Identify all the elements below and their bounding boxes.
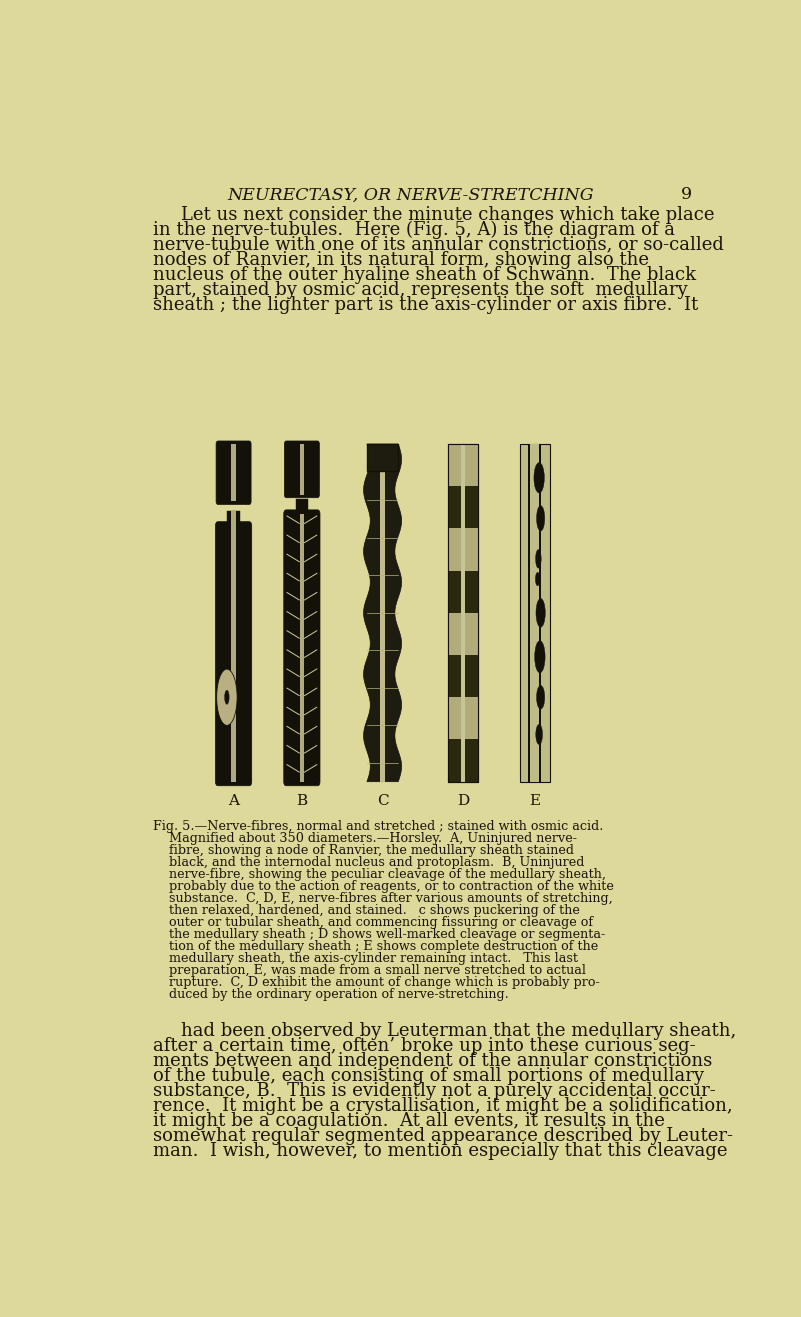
Text: Let us next consider the minute changes which take place: Let us next consider the minute changes … <box>181 205 714 224</box>
Text: substance.  C, D, E, nerve-fibres after various amounts of stretching,: substance. C, D, E, nerve-fibres after v… <box>153 892 613 905</box>
Text: of the tubule, each consisting of small portions of medullary: of the tubule, each consisting of small … <box>153 1067 704 1085</box>
Text: nerve-tubule with one of its annular constrictions, or so-called: nerve-tubule with one of its annular con… <box>153 236 724 254</box>
Text: probably due to the action of reagents, or to contraction of the white: probably due to the action of reagents, … <box>153 880 614 893</box>
FancyBboxPatch shape <box>530 444 539 782</box>
Ellipse shape <box>536 549 541 568</box>
Text: 9: 9 <box>681 187 692 203</box>
FancyBboxPatch shape <box>520 444 549 782</box>
Ellipse shape <box>534 640 545 673</box>
FancyBboxPatch shape <box>284 510 320 786</box>
FancyBboxPatch shape <box>449 444 478 486</box>
Text: A: A <box>228 794 239 807</box>
Text: C: C <box>376 794 388 807</box>
FancyBboxPatch shape <box>296 499 308 514</box>
FancyBboxPatch shape <box>449 444 478 782</box>
FancyBboxPatch shape <box>216 441 251 504</box>
Text: Magnified about 350 diameters.—Horsley.  A, Uninjured nerve-: Magnified about 350 diameters.—Horsley. … <box>153 832 577 846</box>
FancyBboxPatch shape <box>528 444 541 782</box>
Text: nerve-fibre, showing the peculiar cleavage of the medullary sheath,: nerve-fibre, showing the peculiar cleava… <box>153 868 606 881</box>
Text: sheath ; the lighter part is the axis-cylinder or axis fibre.  It: sheath ; the lighter part is the axis-cy… <box>153 296 698 313</box>
Text: somewhat regular segmented appearance described by Leuter-: somewhat regular segmented appearance de… <box>153 1127 733 1144</box>
FancyBboxPatch shape <box>461 444 465 782</box>
Text: medullary sheath, the axis-cylinder remaining intact.   This last: medullary sheath, the axis-cylinder rema… <box>153 952 578 965</box>
FancyBboxPatch shape <box>380 444 385 782</box>
Text: ments between and independent of the annular constrictions: ments between and independent of the ann… <box>153 1052 712 1069</box>
Text: man.  I wish, however, to mention especially that this cleavage: man. I wish, however, to mention especia… <box>153 1142 727 1160</box>
Text: duced by the ordinary operation of nerve-stretching.: duced by the ordinary operation of nerve… <box>153 988 509 1001</box>
Text: black, and the internodal nucleus and protoplasm.  B, Uninjured: black, and the internodal nucleus and pr… <box>153 856 584 869</box>
Text: part, stained by osmic acid, represents the soft  medullary: part, stained by osmic acid, represents … <box>153 281 687 299</box>
Text: B: B <box>296 794 308 807</box>
FancyBboxPatch shape <box>231 444 235 502</box>
FancyBboxPatch shape <box>367 444 398 471</box>
Ellipse shape <box>537 506 545 531</box>
FancyBboxPatch shape <box>449 486 478 528</box>
Text: nucleus of the outer hyaline sheath of Schwann.  The black: nucleus of the outer hyaline sheath of S… <box>153 266 696 283</box>
Text: tion of the medullary sheath ; E shows complete destruction of the: tion of the medullary sheath ; E shows c… <box>153 940 598 954</box>
Text: then relaxed, hardened, and stained.   c shows puckering of the: then relaxed, hardened, and stained. c s… <box>153 903 580 917</box>
Ellipse shape <box>536 724 542 744</box>
FancyBboxPatch shape <box>449 570 478 612</box>
FancyBboxPatch shape <box>227 511 240 525</box>
Text: rupture.  C, D exhibit the amount of change which is probably pro-: rupture. C, D exhibit the amount of chan… <box>153 976 600 989</box>
Text: it might be a coagulation.  At all events, it results in the: it might be a coagulation. At all events… <box>153 1112 665 1130</box>
Text: D: D <box>457 794 469 807</box>
Text: NEURECTASY, OR NERVE-STRETCHING: NEURECTASY, OR NERVE-STRETCHING <box>227 187 594 203</box>
Ellipse shape <box>534 462 545 493</box>
Ellipse shape <box>536 598 545 627</box>
FancyBboxPatch shape <box>449 612 478 655</box>
FancyBboxPatch shape <box>300 444 304 495</box>
Text: nodes of Ranvier, in its natural form, showing also the: nodes of Ranvier, in its natural form, s… <box>153 250 649 269</box>
Text: outer or tubular sheath, and commencing fissuring or cleavage of: outer or tubular sheath, and commencing … <box>153 915 593 928</box>
Text: rence.  It might be a crystallisation, it might be a solidification,: rence. It might be a crystallisation, it… <box>153 1097 733 1115</box>
Text: had been observed by Leuterman that the medullary sheath,: had been observed by Leuterman that the … <box>181 1022 736 1040</box>
FancyBboxPatch shape <box>284 441 320 498</box>
Ellipse shape <box>224 690 229 705</box>
Ellipse shape <box>537 685 545 709</box>
FancyBboxPatch shape <box>449 697 478 739</box>
FancyBboxPatch shape <box>300 514 304 782</box>
FancyBboxPatch shape <box>449 739 478 782</box>
Text: Fig. 5.—Nerve-fibres, normal and stretched ; stained with osmic acid.: Fig. 5.—Nerve-fibres, normal and stretch… <box>153 820 603 834</box>
FancyBboxPatch shape <box>215 522 252 786</box>
FancyBboxPatch shape <box>449 528 478 570</box>
Text: E: E <box>529 794 540 807</box>
Ellipse shape <box>535 573 540 586</box>
FancyBboxPatch shape <box>449 655 478 697</box>
Text: the medullary sheath ; D shows well-marked cleavage or segmenta-: the medullary sheath ; D shows well-mark… <box>153 928 605 940</box>
Text: in the nerve-tubules.  Here (Fig. 5, A) is the diagram of a: in the nerve-tubules. Here (Fig. 5, A) i… <box>153 221 675 238</box>
FancyBboxPatch shape <box>231 525 235 782</box>
Text: preparation, E, was made from a small nerve stretched to actual: preparation, E, was made from a small ne… <box>153 964 586 977</box>
FancyBboxPatch shape <box>231 511 235 525</box>
Text: substance, B.  This is evidently not a purely accidental occur-: substance, B. This is evidently not a pu… <box>153 1083 715 1100</box>
Polygon shape <box>364 444 401 782</box>
Text: after a certain time, often’ broke up into these curious seg-: after a certain time, often’ broke up in… <box>153 1036 695 1055</box>
Ellipse shape <box>216 669 237 726</box>
Text: fibre, showing a node of Ranvier, the medullary sheath stained: fibre, showing a node of Ranvier, the me… <box>153 844 574 857</box>
